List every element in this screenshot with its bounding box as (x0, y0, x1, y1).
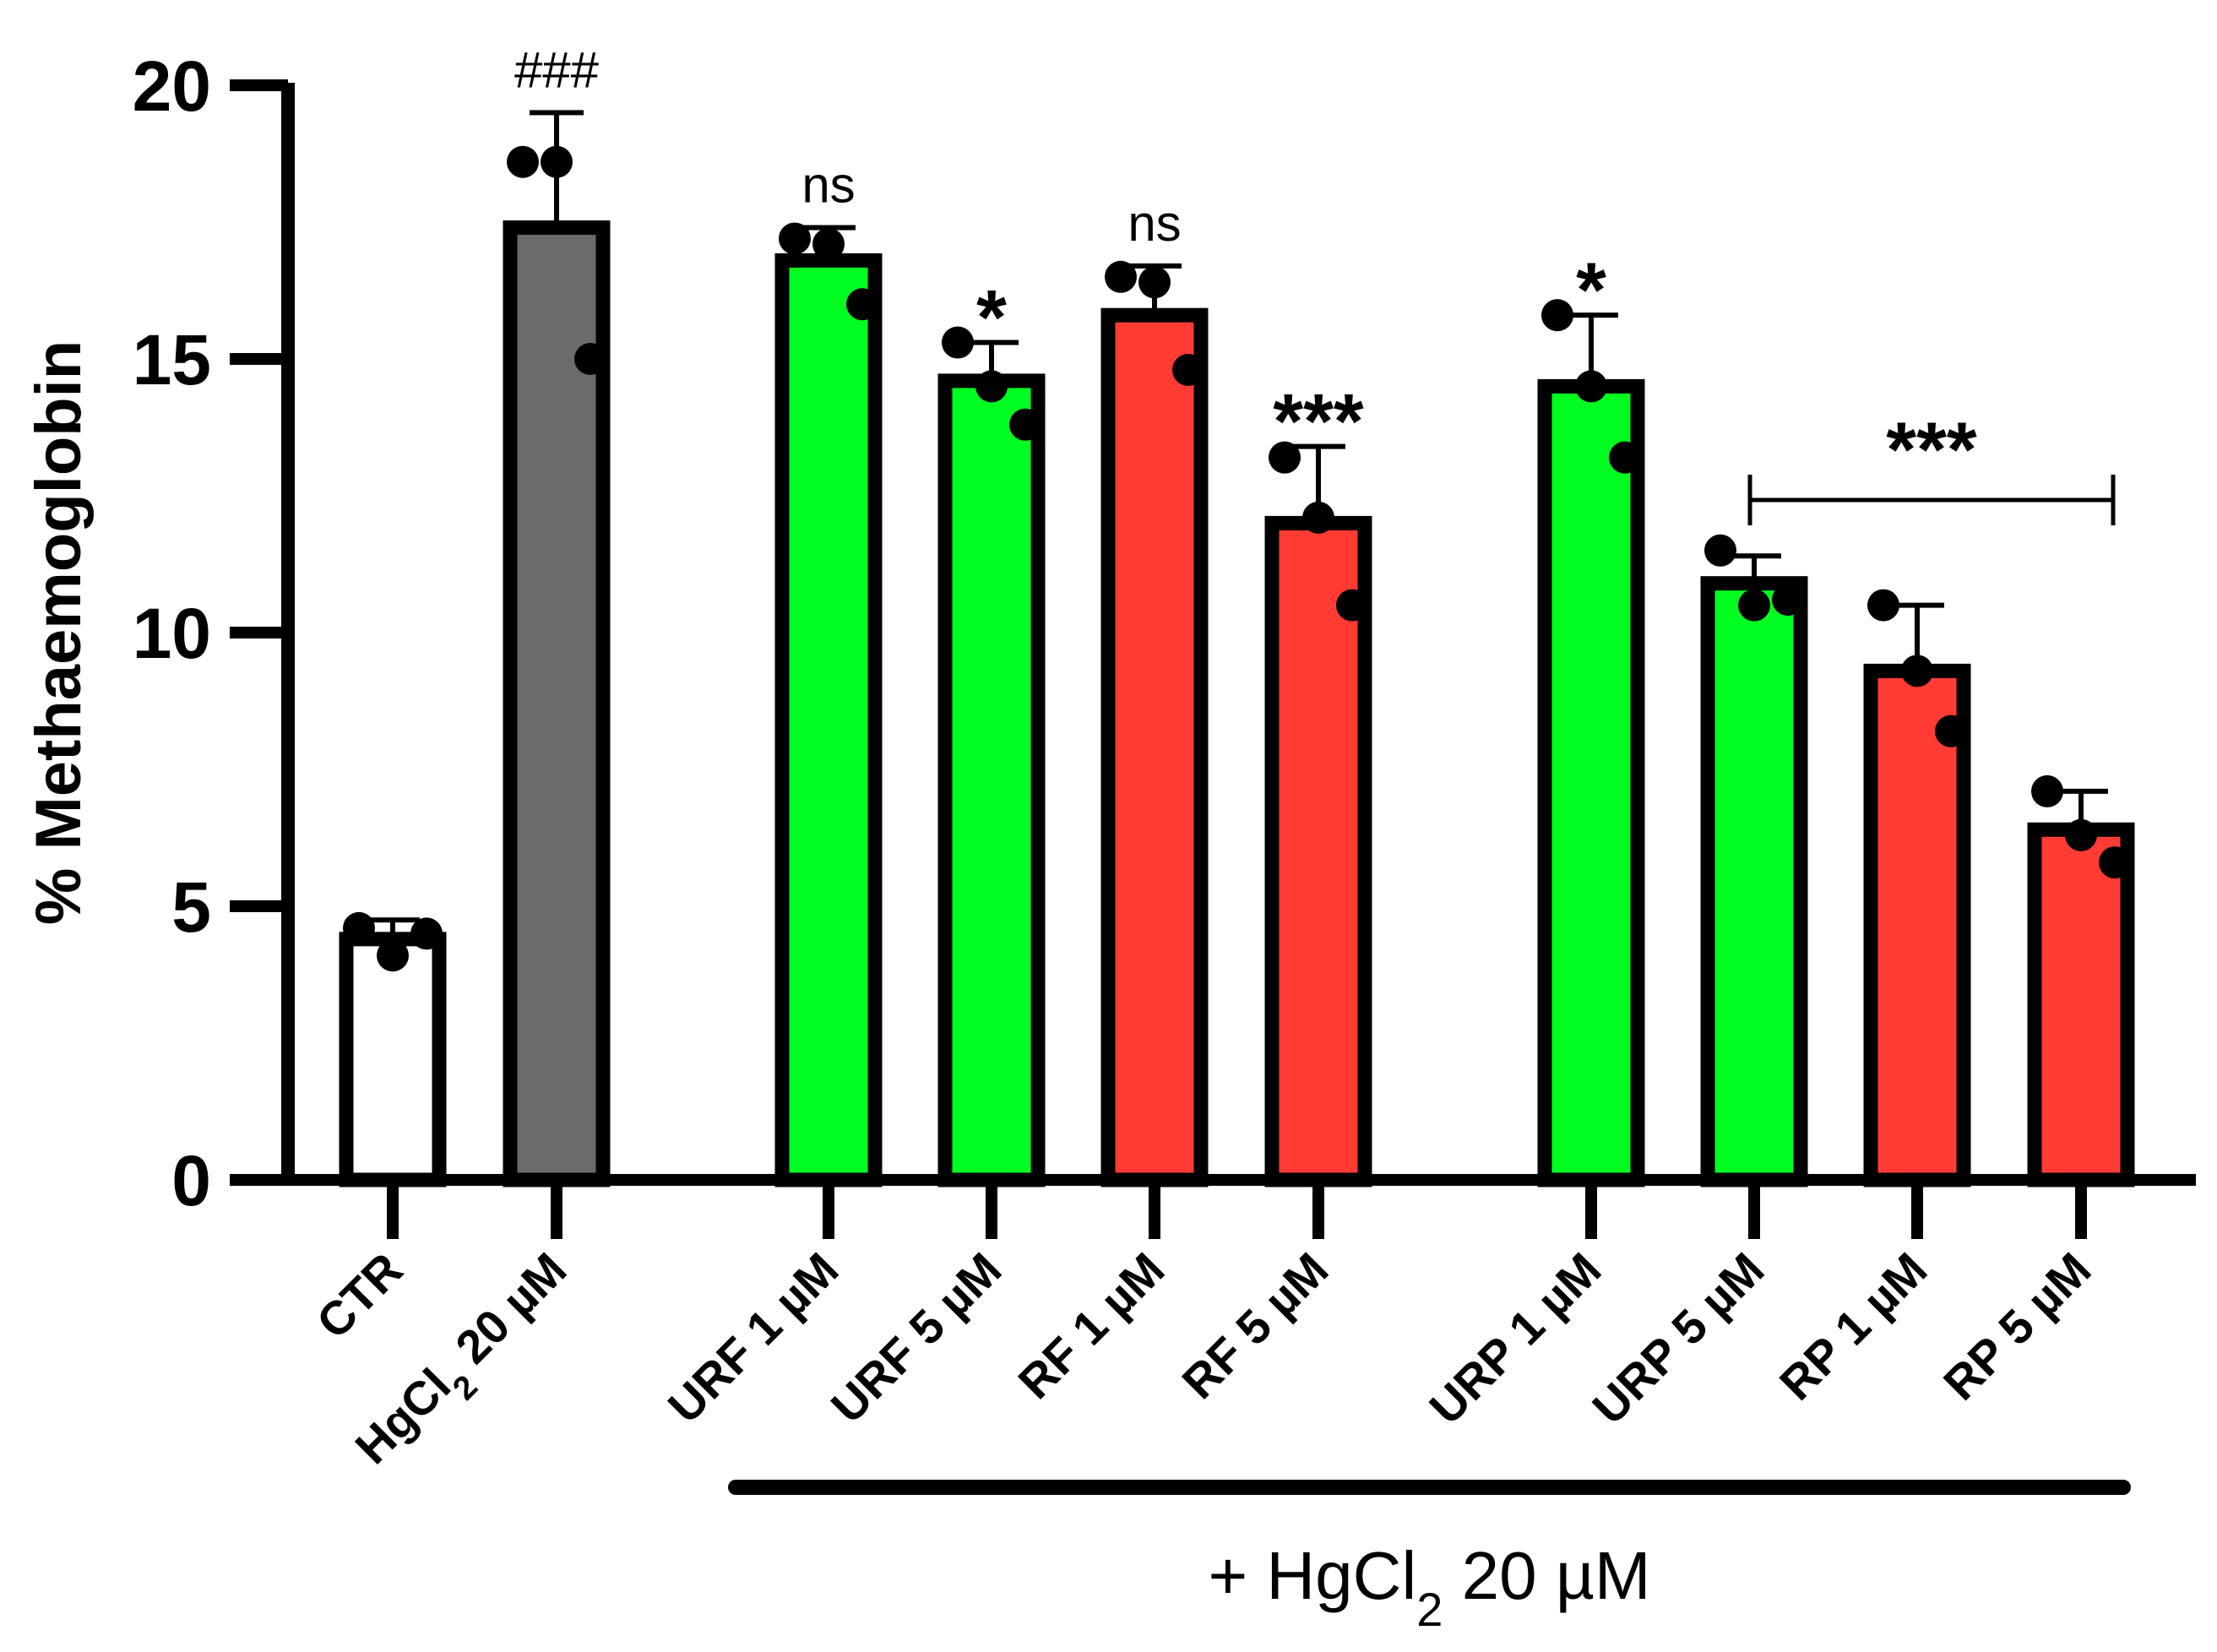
data-point (1138, 266, 1171, 299)
x-tick-label: URP 5 µM (1582, 1242, 1774, 1434)
significance-label: ### (514, 41, 600, 98)
bar (937, 373, 1046, 1187)
data-point (1867, 589, 1899, 622)
x-tick-label: RP 1 µM (1769, 1242, 1937, 1410)
data-point (2031, 774, 2063, 807)
bar (1863, 663, 1971, 1187)
y-tick-label: 15 (133, 320, 211, 399)
data-point (846, 288, 878, 321)
x-tick-label: URF 1 µM (658, 1242, 849, 1433)
x-tick-label: RF 1 µM (1008, 1242, 1174, 1409)
data-point (1009, 408, 1041, 441)
bar (2027, 822, 2135, 1187)
data-point (377, 939, 409, 972)
data-point (1269, 441, 1301, 474)
significance-label: *** (1273, 379, 1364, 465)
x-tick-label: URP 1 µM (1419, 1242, 1611, 1434)
significance-label: * (1576, 247, 1606, 334)
bar (339, 932, 447, 1187)
data-point (1738, 589, 1770, 622)
data-point (779, 222, 811, 255)
significance-label: ns (801, 156, 855, 213)
x-tick-label: RP 5 µM (1933, 1242, 2101, 1410)
data-point (410, 917, 443, 950)
data-point (1541, 299, 1573, 332)
group-label: + HgCl2 20 µM (1208, 1538, 1650, 1636)
y-tick-label: 20 (133, 46, 211, 126)
data-point (507, 145, 539, 178)
x-tick-label: CTR (307, 1242, 413, 1349)
data-point (574, 343, 606, 375)
data-point (2099, 846, 2131, 879)
x-tick-label: RF 5 µM (1171, 1242, 1338, 1409)
data-point (975, 370, 1008, 403)
bar (1100, 307, 1209, 1187)
y-tick-label: 5 (171, 867, 211, 947)
data-point (541, 145, 573, 178)
bar (1700, 576, 1808, 1187)
data-point (1336, 589, 1368, 622)
x-tick-label: URF 5 µM (821, 1242, 1012, 1433)
data-point (343, 911, 375, 944)
data-point (1575, 370, 1607, 403)
data-point (1704, 534, 1736, 567)
data-point (812, 227, 845, 260)
bracket-significance-label: *** (1886, 407, 1977, 493)
data-point (942, 326, 974, 359)
significance-label: * (976, 275, 1007, 361)
data-point (1935, 715, 1967, 747)
bar (1537, 378, 1645, 1187)
data-point (1772, 584, 1804, 617)
bar (774, 253, 883, 1187)
y-axis-title: % Methaemoglobin (23, 340, 95, 925)
data-point (1901, 655, 1933, 687)
data-point (1172, 353, 1204, 386)
data-point (1609, 441, 1641, 474)
significance-label: ns (1128, 195, 1181, 252)
y-tick-label: 0 (171, 1141, 211, 1220)
bar (1264, 515, 1372, 1187)
data-point (1105, 260, 1137, 293)
data-point (1302, 501, 1334, 534)
data-point (2065, 818, 2097, 851)
y-tick-label: 10 (133, 594, 211, 673)
